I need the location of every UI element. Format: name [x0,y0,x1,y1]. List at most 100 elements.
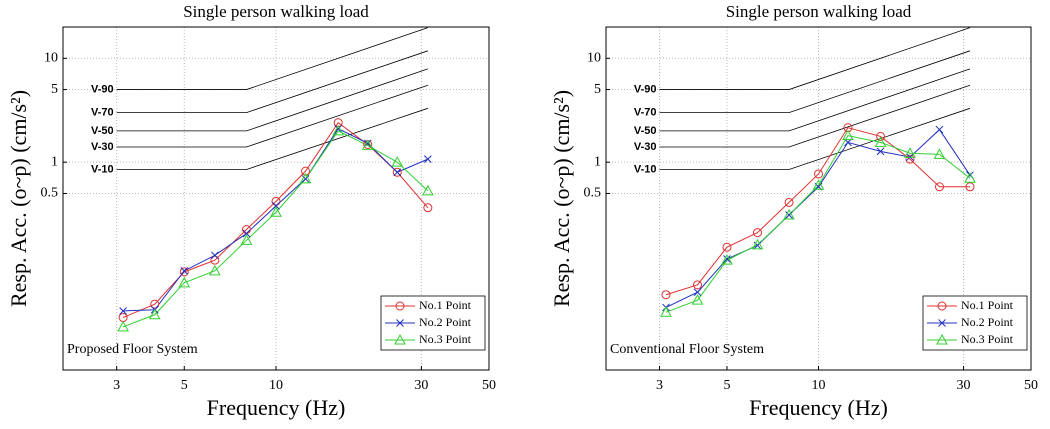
marker [691,294,704,305]
marker [423,203,433,213]
marker [936,333,948,345]
y-tick-label: 0.5 [584,186,602,201]
marker [395,301,405,311]
legend: No.1 Point No.2 Point No.3 Point [380,295,486,351]
marker [693,280,703,290]
annotation: Conventional Floor System [610,342,764,357]
x-tick-label: 3 [656,378,663,393]
marker [393,168,402,177]
legend: No.1 Point No.2 Point No.3 Point [922,295,1028,351]
chart: 3 5 10 30 50 0.5 1 5 10 Single person walking loa… [6,2,496,420]
y-tick-label: 10 [44,50,58,65]
marker [209,264,221,276]
legend-label: No.3 Point [961,332,1014,346]
legend-label: No.2 Point [419,315,472,329]
marker [301,175,310,183]
reference-line [659,68,971,132]
plot-frame [62,26,490,371]
marker [784,197,794,207]
reference-label: V-30 [634,141,657,153]
marker [812,179,825,190]
marker [934,182,944,192]
marker [876,131,886,141]
y-tick-label: 5 [594,82,601,97]
x-tick-label: 30 [957,378,971,393]
marker [964,172,976,183]
x-tick-label: 30 [414,378,428,393]
legend-label: No.3 Point [419,332,472,346]
chart: 3 5 10 30 50 0.5 1 5 10 Single person walking loa… [549,2,1038,420]
marker [661,290,671,300]
marker [396,319,404,327]
marker [179,267,189,277]
reference-label: V-30 [91,141,114,153]
legend-label: No.1 Point [961,298,1014,312]
plot-frame [605,26,1032,371]
x-tick-label: 5 [723,378,730,393]
y-axis-label: Resp. Acc. (o~p) (cm/s²) [6,90,31,307]
marker [814,169,823,179]
reference-label: V-10 [91,163,114,175]
y-tick-label: 1 [594,154,601,169]
marker [391,156,404,167]
marker [785,211,793,219]
reference-label: V-50 [91,125,114,137]
marker [270,206,282,217]
marker [210,255,220,265]
marker [660,306,672,317]
y-tick-label: 1 [51,154,58,169]
marker [394,333,406,345]
marker [905,154,915,164]
legend-label: No.2 Point [961,315,1014,329]
marker [751,238,764,250]
chart-title: Single person walking load [726,2,912,21]
y-axis-label: Resp. Acc. (o~p) (cm/s²) [549,90,574,307]
marker [783,209,795,220]
plot-content [659,27,976,317]
x-tick-label: 10 [812,378,826,393]
marker [938,319,946,327]
marker [210,251,219,260]
marker [874,136,887,147]
marker [752,228,762,238]
marker [935,125,944,134]
x-tick-label: 3 [113,378,120,393]
series-line [122,130,429,328]
x-tick-label: 50 [482,378,496,393]
reference-label: V-90 [91,83,114,95]
marker [119,307,127,315]
marker [299,172,312,184]
chart-title: Single person walking load [183,2,369,21]
reference-line [659,50,971,114]
reference-line [659,107,971,170]
plot-content [116,27,434,332]
reference-label: V-50 [634,125,657,137]
marker [148,308,161,320]
marker [242,229,251,238]
y-tick-label: 0.5 [41,186,59,201]
marker [361,139,374,150]
marker [722,242,732,252]
marker [150,299,160,309]
marker [178,276,191,288]
series-line [665,135,971,313]
x-tick-label: 5 [181,378,188,393]
marker [240,234,253,245]
marker [180,266,189,275]
legend-label: No.1 Point [419,298,472,312]
reference-line [116,50,428,114]
marker [876,147,885,156]
reference-line [116,68,428,132]
y-tick-label: 5 [51,82,58,97]
reference-line [116,107,428,170]
marker [721,254,733,265]
reference-line [659,84,971,148]
reference-line [116,27,428,90]
marker [301,166,311,176]
marker [392,167,402,177]
reference-label: V-70 [634,107,657,119]
x-axis-label: Frequency (Hz) [749,395,888,420]
marker [933,148,946,159]
x-tick-label: 50 [1024,378,1038,393]
